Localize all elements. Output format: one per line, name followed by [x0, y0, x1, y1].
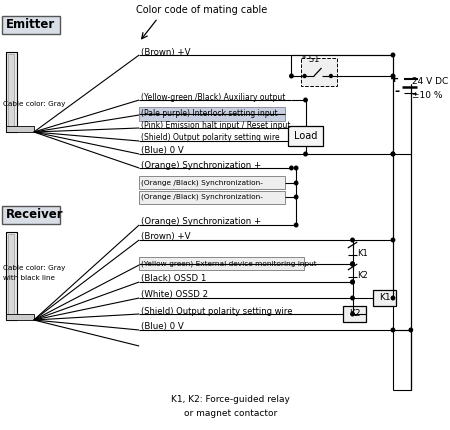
Circle shape — [290, 166, 293, 170]
Text: K1: K1 — [379, 294, 390, 302]
Circle shape — [351, 262, 354, 266]
Circle shape — [351, 312, 354, 316]
Bar — [139, 107, 285, 121]
Bar — [139, 191, 285, 204]
Text: (Orange) Synchronization +: (Orange) Synchronization + — [141, 160, 261, 169]
Text: (Brown) +V: (Brown) +V — [141, 233, 190, 242]
Text: (Blue) 0 V: (Blue) 0 V — [141, 322, 184, 332]
Circle shape — [304, 98, 307, 102]
Text: (Shield) Output polarity setting wire: (Shield) Output polarity setting wire — [141, 133, 279, 142]
Circle shape — [391, 152, 395, 156]
Circle shape — [391, 238, 395, 242]
Circle shape — [351, 262, 354, 266]
Text: with black line: with black line — [3, 275, 55, 281]
Bar — [6, 126, 34, 132]
Text: K2: K2 — [349, 310, 360, 319]
Text: Cable color: Gray: Cable color: Gray — [3, 101, 65, 107]
Circle shape — [351, 280, 354, 284]
Text: (Yellow-green) External device monitoring input: (Yellow-green) External device monitorin… — [141, 261, 317, 267]
Bar — [6, 52, 17, 132]
Circle shape — [351, 296, 354, 300]
Circle shape — [290, 74, 293, 78]
Circle shape — [391, 296, 395, 300]
Text: Receiver: Receiver — [6, 209, 63, 221]
Bar — [301, 58, 337, 86]
Circle shape — [294, 195, 298, 199]
Text: +: + — [390, 74, 400, 84]
Bar — [6, 232, 17, 320]
Bar — [343, 306, 366, 322]
Bar — [2, 16, 60, 34]
Circle shape — [304, 152, 307, 156]
Text: (Blue) 0 V: (Blue) 0 V — [141, 147, 184, 156]
Text: Load: Load — [294, 131, 317, 141]
Text: K1: K1 — [357, 249, 368, 258]
Text: Cable color: Gray: Cable color: Gray — [3, 265, 65, 271]
Text: (Black) OSSD 1: (Black) OSSD 1 — [141, 274, 207, 283]
Text: K2: K2 — [357, 271, 368, 280]
Text: (Orange /Black) Synchronization-: (Orange /Black) Synchronization- — [141, 180, 263, 186]
Text: Color code of mating cable: Color code of mating cable — [136, 5, 268, 15]
Circle shape — [294, 181, 298, 185]
Text: (Pale purple) Interlock setting input: (Pale purple) Interlock setting input — [141, 110, 278, 119]
Text: * S1: * S1 — [302, 55, 319, 64]
Bar — [6, 314, 34, 320]
Text: -: - — [394, 86, 400, 98]
Circle shape — [391, 152, 395, 156]
Bar — [139, 257, 304, 270]
Bar — [2, 206, 60, 224]
Text: (Orange /Black) Synchronization-: (Orange /Black) Synchronization- — [141, 194, 263, 200]
Text: (Orange) Synchronization +: (Orange) Synchronization + — [141, 218, 261, 227]
Bar — [139, 176, 285, 189]
Circle shape — [351, 262, 354, 266]
Text: (Yellow-green /Black) Auxiliary output: (Yellow-green /Black) Auxiliary output — [141, 92, 285, 101]
Circle shape — [409, 328, 413, 332]
Circle shape — [303, 74, 306, 77]
Text: or magnet contactor: or magnet contactor — [184, 408, 277, 418]
Circle shape — [351, 280, 354, 284]
Text: ±10 %: ±10 % — [412, 92, 442, 101]
Circle shape — [294, 223, 298, 227]
Text: (White) OSSD 2: (White) OSSD 2 — [141, 291, 208, 300]
Circle shape — [391, 53, 395, 57]
Bar — [373, 290, 396, 306]
Text: K1, K2: Force-guided relay: K1, K2: Force-guided relay — [171, 396, 290, 405]
Circle shape — [391, 74, 395, 78]
Text: (Brown) +V: (Brown) +V — [141, 47, 190, 56]
Circle shape — [391, 328, 395, 332]
Text: Emitter: Emitter — [6, 18, 55, 31]
Text: 24 V DC: 24 V DC — [412, 77, 448, 86]
Text: (Pink) Emission halt input / Reset input: (Pink) Emission halt input / Reset input — [141, 120, 291, 129]
Bar — [8, 234, 14, 318]
Circle shape — [294, 166, 298, 170]
Text: (Shield) Output polarity setting wire: (Shield) Output polarity setting wire — [141, 307, 292, 316]
Circle shape — [351, 238, 354, 242]
Circle shape — [329, 74, 333, 77]
Bar — [8, 54, 14, 130]
Bar — [288, 126, 324, 146]
